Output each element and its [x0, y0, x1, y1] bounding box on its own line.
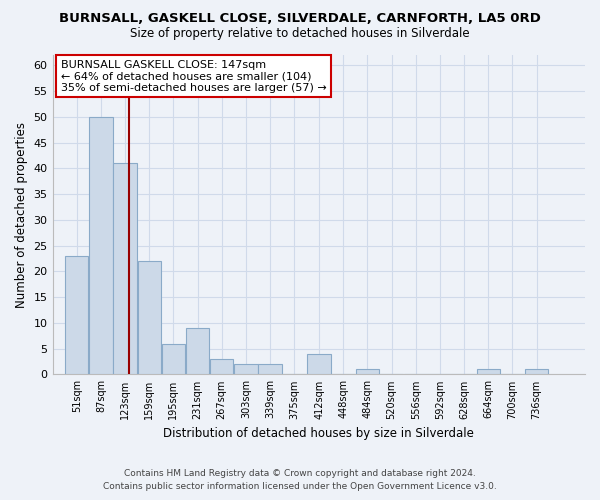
- Bar: [89, 117, 113, 374]
- Text: BURNSALL GASKELL CLOSE: 147sqm
← 64% of detached houses are smaller (104)
35% of: BURNSALL GASKELL CLOSE: 147sqm ← 64% of …: [61, 60, 326, 93]
- Bar: [186, 328, 209, 374]
- Bar: [210, 359, 233, 374]
- X-axis label: Distribution of detached houses by size in Silverdale: Distribution of detached houses by size …: [163, 427, 474, 440]
- Bar: [113, 163, 137, 374]
- Bar: [525, 370, 548, 374]
- Text: Size of property relative to detached houses in Silverdale: Size of property relative to detached ho…: [130, 28, 470, 40]
- Bar: [307, 354, 331, 374]
- Bar: [65, 256, 88, 374]
- Bar: [356, 370, 379, 374]
- Bar: [137, 261, 161, 374]
- Bar: [234, 364, 257, 374]
- Bar: [476, 370, 500, 374]
- Text: Contains HM Land Registry data © Crown copyright and database right 2024.
Contai: Contains HM Land Registry data © Crown c…: [103, 470, 497, 491]
- Text: BURNSALL, GASKELL CLOSE, SILVERDALE, CARNFORTH, LA5 0RD: BURNSALL, GASKELL CLOSE, SILVERDALE, CAR…: [59, 12, 541, 26]
- Y-axis label: Number of detached properties: Number of detached properties: [15, 122, 28, 308]
- Bar: [259, 364, 282, 374]
- Bar: [161, 344, 185, 374]
